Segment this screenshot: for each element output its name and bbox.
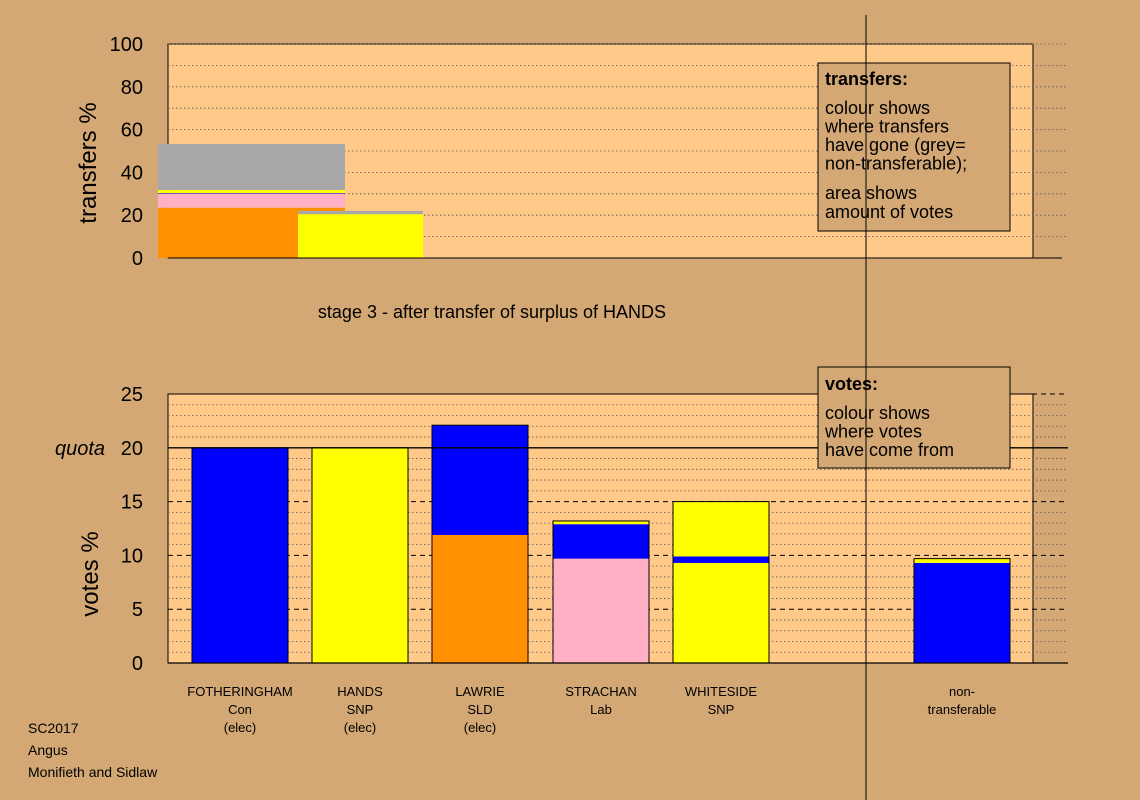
transfers-y-tick-label: 0 [132,248,143,270]
vote-bar-segment [673,501,769,557]
transfer-bar-segment [158,189,345,194]
transfer-bar-segment [158,193,345,194]
vote-bar-segment [553,558,649,663]
vote-bar-segment [914,562,1010,663]
transfers-legend-box [817,62,1011,232]
votes-y-tick-label: 20 [121,438,143,460]
vote-bar-segment [192,447,288,663]
vote-bar-segment [914,558,1010,563]
votes-legend-title: votes: [825,374,878,394]
vote-bar-segment [432,425,528,535]
transfers-legend-line: non-transferable); [825,154,967,174]
footer-line: SC2017 [28,720,79,736]
votes-y-tick-label: 25 [121,384,143,406]
vote-bar-segment [673,556,769,563]
candidate-label: non- [949,684,975,699]
candidate-label: WHITESIDE [685,684,758,699]
votes-chart: 0 5 10 15 20 25 quota votes % FOTHERINGHAM Con (el… [55,366,1068,735]
transfers-y-tick-label: 100 [110,34,143,56]
candidate-label: FOTHERINGHAM [187,684,292,699]
votes-y-tick-label: 15 [121,492,143,514]
votes-legend-line: have come from [825,440,954,460]
candidate-label: Lab [590,702,612,717]
votes-y-tick-label: 0 [132,653,143,675]
votes-legend-line: where votes [824,422,922,442]
candidate-label: (elec) [224,720,257,735]
candidate-label: (elec) [464,720,497,735]
transfers-y-tick-label: 20 [121,205,143,227]
vote-bar-segment [432,534,528,663]
candidate-label: transferable [928,702,997,717]
footer-line: Monifieth and Sidlaw [28,764,158,780]
vote-bar-segment [553,524,649,559]
transfer-bar-segment [298,214,423,258]
transfer-bar-segment [158,193,345,208]
candidate-label: STRACHAN [565,684,637,699]
footer-line: Angus [28,742,68,758]
footer: SC2017 Angus Monifieth and Sidlaw [28,720,158,780]
transfers-chart: 0 20 40 60 80 100 transfers % stage 3 - after t… [75,34,1068,322]
votes-legend-line: colour shows [825,403,930,423]
transfers-legend-line: area shows [825,183,917,203]
transfers-y-tick-label: 40 [121,162,143,184]
votes-y-tick-label: 5 [132,599,143,621]
candidate-label: Con [228,702,252,717]
votes-legend-box [817,366,1011,469]
transfers-y-tick-label: 80 [121,77,143,99]
candidate-label: SLD [467,702,492,717]
transfers-y-axis-label: transfers % [75,102,102,223]
quota-label: quota [55,438,105,460]
candidate-label: SNP [347,702,374,717]
candidate-label: (elec) [344,720,377,735]
candidate-label: LAWRIE [455,684,505,699]
transfers-legend-title: transfers: [825,69,908,89]
transfers-chart-title: stage 3 - after transfer of surplus of H… [318,302,666,322]
votes-y-axis-label: votes % [77,531,104,616]
vote-bar-segment [312,447,408,663]
vote-bar-segment [673,562,769,663]
transfers-legend-line: where transfers [824,117,949,137]
votes-y-tick-label: 10 [121,545,143,567]
transfers-y-tick-label: 60 [121,120,143,142]
candidate-label: SNP [708,702,735,717]
transfer-bar-segment [158,143,345,190]
vote-bar-segment [553,520,649,525]
candidate-label: HANDS [337,684,383,699]
transfers-legend-line: have gone (grey= [825,135,966,155]
transfers-legend-line: colour shows [825,98,930,118]
transfers-legend-line: amount of votes [825,202,953,222]
transfer-bar-segment [298,210,423,215]
